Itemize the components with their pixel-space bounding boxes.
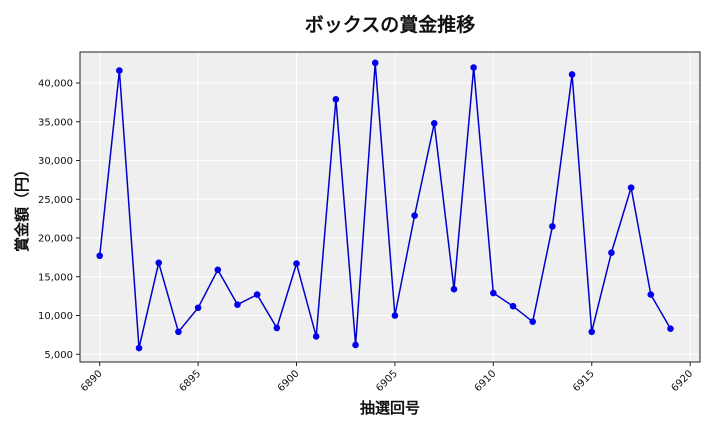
x-tick-label: 6890 [79,368,105,394]
data-point [253,291,261,298]
data-point [549,223,556,230]
data-point [175,328,182,336]
data-point [509,302,517,310]
data-point [352,341,359,349]
x-tick-label: 6915 [571,368,597,394]
data-point [647,291,655,298]
grid [80,52,700,362]
data-point [391,312,399,319]
data-point [450,285,458,293]
data-point [273,324,281,332]
data-point [490,289,497,297]
data-point [371,59,379,67]
y-axis-label: 賞金額（円） [13,162,31,252]
y-tick-label: 10,000 [38,311,73,322]
x-tick-label: 6910 [473,368,499,394]
data-point [135,344,143,352]
data-point [194,304,202,312]
data-point [430,120,438,127]
y-tick-label: 5,000 [44,350,73,361]
data-point [155,259,163,267]
data-point [214,266,222,274]
data-point [627,184,635,191]
series [96,59,674,352]
data-point [411,212,418,219]
chart-title: ボックスの賞金推移 [305,13,475,36]
data-point [588,328,596,336]
x-tick-label: 6900 [276,368,302,394]
plot-frame [79,51,701,363]
y-tick-label: 35,000 [38,117,73,128]
data-point [332,95,340,103]
data-point [667,325,674,332]
data-point [234,301,241,308]
data-point [608,249,615,257]
data-point [568,71,576,78]
data-point [529,318,536,326]
x-tick-label: 6920 [670,368,696,394]
data-point [312,333,320,340]
x-tick-label: 6905 [374,368,400,394]
y-tick-label: 15,000 [38,272,73,283]
y-tick-label: 20,000 [38,234,73,245]
y-tick-label: 25,000 [38,195,73,206]
x-axis-label: 抽選回号 [360,399,420,417]
data-point [116,67,123,74]
y-tick-label: 40,000 [38,79,73,90]
data-point [470,64,477,71]
axes [79,51,701,363]
x-tick-label: 6895 [177,368,203,394]
data-point [293,260,300,267]
series-line [98,62,672,349]
y-tick-label: 30,000 [38,156,73,167]
data-point [96,252,103,260]
